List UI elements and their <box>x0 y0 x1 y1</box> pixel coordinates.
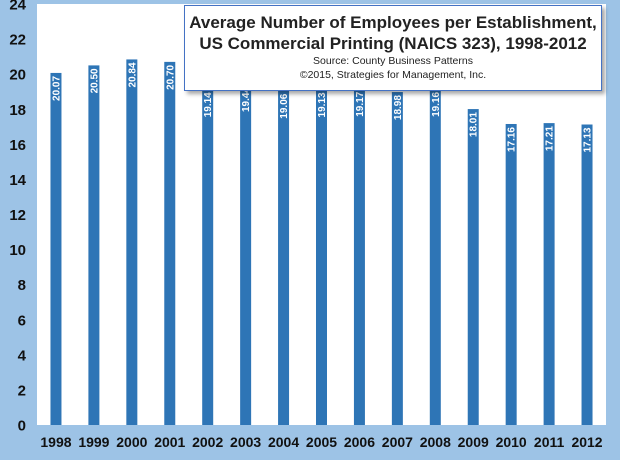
data-label: 20.84 <box>127 62 138 87</box>
x-tick-label: 2005 <box>306 434 337 450</box>
x-tick-label: 1999 <box>78 434 109 450</box>
bar <box>88 65 100 425</box>
chart-source-text: Source: County Business Patterns <box>313 55 473 67</box>
y-tick-label: 8 <box>18 277 26 294</box>
y-tick-label: 0 <box>18 418 26 435</box>
chart-title-box: Average Number of Employees per Establis… <box>184 5 602 91</box>
x-tick-label: 2006 <box>344 434 375 450</box>
data-label: 19.13 <box>317 92 328 117</box>
bar <box>202 89 214 425</box>
data-label: 18.98 <box>393 95 404 120</box>
x-tick-label: 2000 <box>116 434 147 450</box>
data-label: 19.44 <box>241 87 252 112</box>
x-tick-label: 2007 <box>382 434 413 450</box>
chart-title-line-2: US Commercial Printing (NAICS 323), 1998… <box>199 34 587 53</box>
x-tick-label: 2009 <box>458 434 489 450</box>
y-tick-label: 20 <box>9 67 26 84</box>
y-tick-label: 18 <box>9 102 26 119</box>
bar <box>278 90 290 426</box>
y-tick-label: 4 <box>18 347 27 364</box>
y-tick-label: 2 <box>18 382 26 399</box>
bar <box>240 83 252 426</box>
bar <box>543 123 555 426</box>
x-tick-label: 2002 <box>192 434 223 450</box>
bar <box>316 89 327 425</box>
chart-copyright-text: ©2015, Strategies for Management, Inc. <box>299 69 487 81</box>
bar <box>50 72 62 425</box>
bar <box>429 88 441 425</box>
bar <box>505 123 517 426</box>
x-tick-label: 2003 <box>230 434 261 450</box>
bar <box>581 124 593 425</box>
chart-title-line-1: Average Number of Employees per Establis… <box>189 13 597 32</box>
x-tick-label: 2004 <box>268 434 299 450</box>
bar <box>391 92 403 425</box>
data-label: 19.14 <box>203 92 214 117</box>
data-label: 20.50 <box>89 68 100 93</box>
data-label: 20.07 <box>51 76 62 101</box>
bar <box>164 61 176 425</box>
data-label: 17.13 <box>583 127 594 152</box>
bar <box>126 59 138 425</box>
data-label: 19.06 <box>279 93 290 118</box>
data-label: 19.16 <box>431 91 442 116</box>
bar <box>467 109 479 425</box>
data-label: 18.01 <box>469 112 480 137</box>
y-tick-label: 10 <box>9 242 26 259</box>
x-tick-label: 2011 <box>534 434 565 450</box>
x-tick-label: 2012 <box>571 434 602 450</box>
data-label: 19.17 <box>355 91 366 116</box>
y-tick-label: 14 <box>9 172 26 189</box>
x-tick-label: 2010 <box>496 434 527 450</box>
bar <box>353 88 365 425</box>
y-tick-label: 16 <box>9 137 26 154</box>
x-tick-label: 2001 <box>154 434 185 450</box>
x-tick-label: 1998 <box>40 434 71 450</box>
y-tick-label: 24 <box>9 0 26 14</box>
y-tick-label: 12 <box>9 207 26 224</box>
data-label: 17.16 <box>507 127 518 152</box>
data-label: 17.21 <box>545 126 556 151</box>
x-tick-label: 2008 <box>420 434 451 450</box>
data-label: 20.70 <box>165 64 176 89</box>
y-tick-label: 6 <box>18 312 26 329</box>
y-tick-label: 22 <box>9 32 26 49</box>
